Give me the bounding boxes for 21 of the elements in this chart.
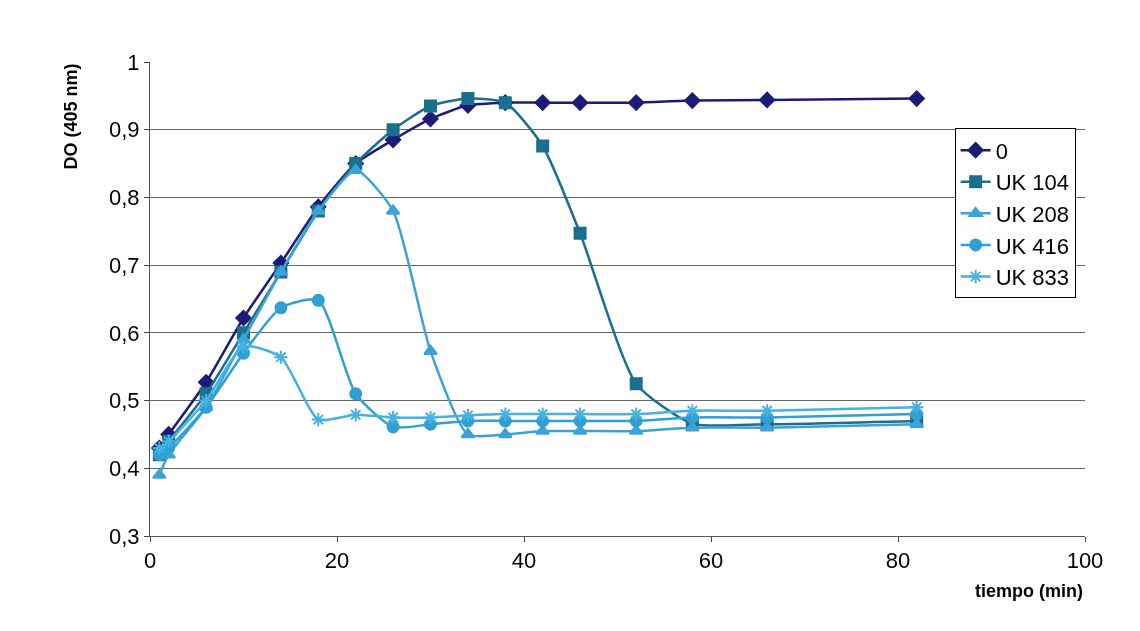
legend-label: UK 416	[995, 233, 1070, 259]
legend-label: UK 104	[995, 170, 1070, 196]
y-axis-title: DO (405 nm)	[60, 63, 81, 170]
y-tick-label: 0,8	[109, 185, 140, 211]
y-tick-label: 0,5	[109, 388, 140, 414]
x-axis-title: tiempo (min)	[975, 581, 1083, 601]
legend-label: UK 833	[995, 265, 1070, 291]
y-tick-label: 0,9	[109, 117, 140, 143]
y-tick-label: 0,6	[109, 320, 140, 346]
x-tick-label: 80	[885, 548, 911, 574]
y-tick-label: 0,3	[109, 523, 140, 549]
legend-label: UK 208	[995, 201, 1070, 227]
y-tick-label: 0,7	[109, 252, 140, 278]
x-tick-label: 60	[698, 548, 724, 574]
x-tick-label: 0	[143, 548, 157, 574]
x-tick-label: 20	[324, 548, 350, 574]
x-tick-label: 40	[511, 548, 537, 574]
y-tick-label: 0,4	[109, 455, 140, 481]
y-tick-label: 1	[127, 49, 140, 75]
legend-label: 0	[995, 138, 1008, 164]
x-tick-label: 100	[1066, 548, 1104, 574]
